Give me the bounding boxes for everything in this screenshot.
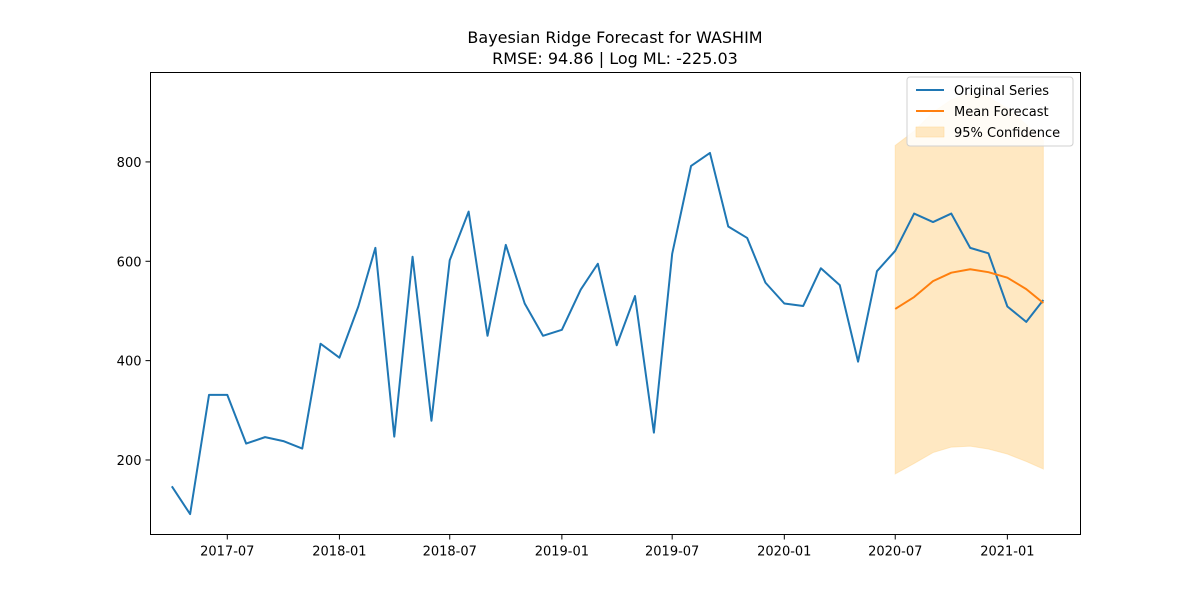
confidence-band [894,92,1044,475]
y-tick-label: 400 [117,355,142,370]
x-tick-label: 2020-07 [868,545,922,560]
series-line-original [170,151,1045,516]
y-tick-label: 800 [117,156,142,171]
x-tick-label: 2017-07 [200,545,254,560]
chart-subtitle: RMSE: 94.86 | Log ML: -225.03 [492,49,738,68]
legend: Original Series Mean Forecast 95% Confid… [906,76,1074,147]
x-axis: 2017-07 2018-01 2018-07 2019-01 2019-07 2020-… [200,534,1035,560]
x-tick-label: 2019-01 [535,545,589,560]
legend-confidence-label: 95% Confidence [954,126,1060,141]
chart-title: Bayesian Ridge Forecast for WASHIM [467,28,762,47]
legend-forecast-label: Mean Forecast [954,105,1049,120]
x-tick-label: 2020-01 [757,545,811,560]
y-tick-label: 600 [117,255,142,270]
plot-frame [150,72,1081,535]
legend-confidence-swatch [915,126,945,138]
series-line-forecast [894,268,1044,310]
y-axis: 200 400 600 800 [117,156,151,469]
y-tick-label: 200 [117,454,142,469]
legend-box [906,76,1074,147]
x-tick-label: 2018-01 [312,545,366,560]
plot-area [170,92,1045,516]
x-tick-label: 2021-01 [980,545,1034,560]
x-tick-label: 2019-07 [645,545,699,560]
legend-original-label: Original Series [954,84,1049,99]
x-tick-label: 2018-07 [423,545,477,560]
